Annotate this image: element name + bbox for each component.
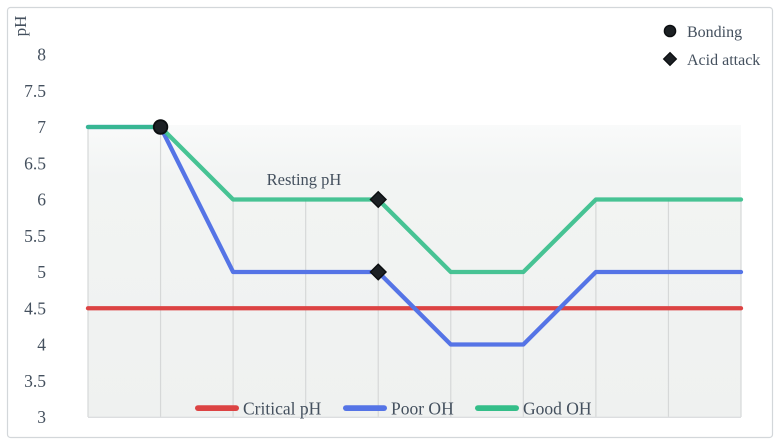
- legend-bonding-label: Bonding: [687, 24, 742, 41]
- y-axis-title: pH: [11, 16, 30, 37]
- y-tick-label: 7.5: [24, 81, 46, 101]
- y-tick-label: 3.5: [24, 371, 46, 391]
- y-tick-label: 6.5: [24, 153, 46, 173]
- critical-ph-swatch: [195, 405, 239, 411]
- poor-oh-swatch: [343, 405, 387, 411]
- y-tick-label: 4.5: [24, 298, 46, 318]
- good-oh-swatch: [475, 405, 519, 411]
- y-tick-label: 5.5: [24, 226, 46, 246]
- series-line-poor-oh: [85, 124, 744, 347]
- legend-acid-attack-label: Acid attack: [687, 52, 760, 69]
- marker-bonding: [152, 119, 169, 135]
- bonding-circle-icon: [663, 24, 677, 38]
- series-line-good-oh: [85, 124, 744, 275]
- y-tick-label: 5: [37, 262, 46, 282]
- point-markers: [152, 119, 388, 281]
- y-tick-label: 4: [37, 335, 46, 355]
- y-tick-label: 6: [37, 190, 46, 210]
- series-lines: [85, 124, 744, 347]
- acid-attack-diamond-icon: [662, 51, 678, 67]
- legend-poor-oh[interactable]: Poor OH: [343, 399, 454, 419]
- legend-poor-oh-label: Poor OH: [391, 399, 454, 419]
- marker-acid-attack: [369, 263, 388, 281]
- legend-critical-ph-label: Critical pH: [243, 399, 322, 419]
- legend-good-oh-label: Good OH: [523, 399, 592, 419]
- marker-acid-attack: [369, 190, 388, 209]
- y-tick-label: 3: [37, 407, 46, 427]
- y-tick-label: 7: [37, 117, 46, 137]
- legend-bonding[interactable]: Bonding: [663, 24, 742, 41]
- y-axis-ticks: 8 7.5 7 6.5 6 5.5 5 4.5 4 3.5 3: [24, 45, 46, 428]
- legend-acid-attack[interactable]: Acid attack: [662, 51, 761, 69]
- legend-critical-ph[interactable]: Critical pH: [195, 399, 322, 419]
- y-tick-label: 8: [37, 45, 46, 65]
- annotation-resting-ph: Resting pH: [267, 170, 342, 189]
- legend-good-oh[interactable]: Good OH: [475, 399, 592, 419]
